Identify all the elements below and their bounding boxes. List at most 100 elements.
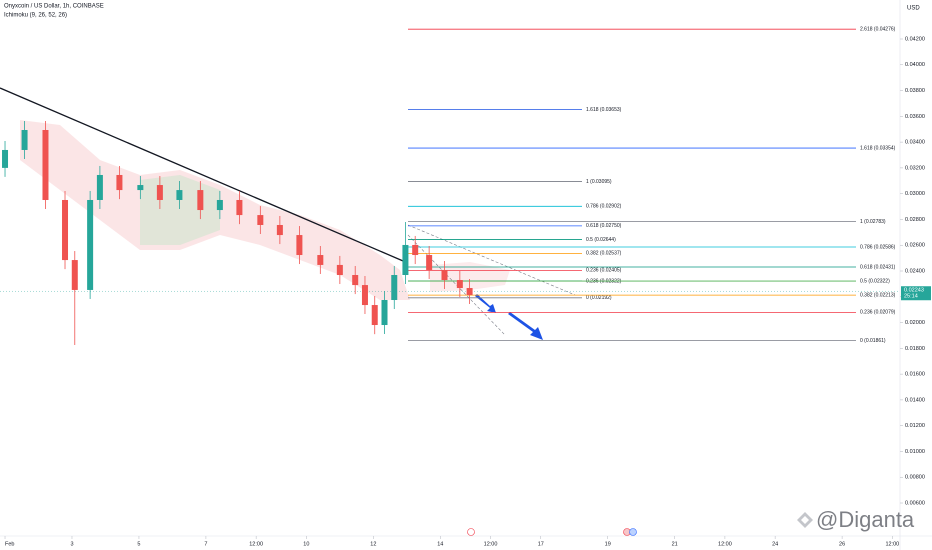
y-tick-label: 0.04200 xyxy=(905,36,925,42)
fib-label: 0 (0.02192) xyxy=(586,295,612,301)
fib-label: 1.618 (0.03354) xyxy=(860,145,896,151)
candle-body xyxy=(456,280,463,289)
channel-line xyxy=(407,224,576,296)
candle-body xyxy=(2,149,9,168)
event-icon[interactable] xyxy=(467,528,475,536)
candle-body xyxy=(317,255,324,265)
candle-body xyxy=(276,224,283,236)
candle-body xyxy=(116,174,123,191)
candle-body xyxy=(216,199,223,211)
fib-label: 0.382 (0.02537) xyxy=(586,251,622,257)
x-tick-label: 5 xyxy=(137,541,140,547)
x-tick-label: 19 xyxy=(605,541,611,547)
candle-body xyxy=(466,288,473,295)
fib-label: 0.786 (0.02586) xyxy=(860,244,896,250)
x-tick-label: 24 xyxy=(772,541,778,547)
arrow xyxy=(475,294,496,313)
candle-body xyxy=(402,244,409,276)
x-tick-label: 3 xyxy=(70,541,73,547)
candle-body xyxy=(426,255,433,270)
candle-body xyxy=(352,275,359,286)
fib-label: 0.382 (0.02213) xyxy=(860,292,896,298)
x-tick-label: 12:00 xyxy=(484,541,498,547)
candle-body xyxy=(296,235,303,256)
candle-body xyxy=(391,275,398,301)
y-tick-label: 0.03600 xyxy=(905,114,925,120)
y-tick-label: 0.02000 xyxy=(905,320,925,326)
candle-body xyxy=(412,244,419,256)
fib-label: 0 (0.01861) xyxy=(860,338,886,344)
x-tick-label: 17 xyxy=(538,541,544,547)
candle-body xyxy=(381,300,388,326)
y-tick-label: 0.03000 xyxy=(905,191,925,197)
x-tick-label: 21 xyxy=(672,541,678,547)
indicator-label: Ichimoku (9, 26, 52, 26) xyxy=(4,13,67,19)
x-tick-label: 14 xyxy=(437,541,443,547)
y-tick-label: 0.01800 xyxy=(905,346,925,352)
candle-body xyxy=(21,129,28,150)
fib-label: 0.5 (0.02644) xyxy=(586,237,616,243)
fib-label: 1.618 (0.03653) xyxy=(586,107,622,113)
candle-body xyxy=(257,215,264,225)
y-tick-label: 0.02800 xyxy=(905,217,925,223)
watermark: @Diganta xyxy=(797,507,915,532)
y-tick-label: 0.04000 xyxy=(905,62,925,68)
x-tick-label: 10 xyxy=(303,541,309,547)
candle-body xyxy=(62,199,69,261)
candle-body xyxy=(361,285,368,306)
y-tick-label: 0.02600 xyxy=(905,243,925,249)
x-tick-label: 26 xyxy=(839,541,845,547)
candle-body xyxy=(176,190,183,200)
fib-label: 0.618 (0.02750) xyxy=(586,223,622,229)
fib-label: 2.618 (0.04276) xyxy=(860,27,896,33)
arrow xyxy=(508,312,543,340)
y-tick-label: 0.01000 xyxy=(905,449,925,455)
fib-label: 1 (0.03095) xyxy=(586,179,612,185)
fib-label: 0.236 (0.02079) xyxy=(860,310,896,316)
channel-line xyxy=(407,234,506,336)
x-tick-label: 7 xyxy=(204,541,207,547)
candle-body xyxy=(71,260,78,290)
ichimoku-cloud xyxy=(140,175,220,245)
fib-label: 0.618 (0.02431) xyxy=(860,264,896,270)
y-tick-label: 0.01600 xyxy=(905,372,925,378)
trendline xyxy=(0,87,406,263)
candle-body xyxy=(156,185,163,200)
countdown-label: 25:14 xyxy=(904,294,918,300)
y-tick-label: 0.03800 xyxy=(905,88,925,94)
fib-label: 0.786 (0.02902) xyxy=(586,204,622,210)
y-tick-label: 0.01200 xyxy=(905,423,925,429)
fib-label: 0.5 (0.02322) xyxy=(860,278,890,284)
watermark-logo xyxy=(797,512,813,528)
candle-body xyxy=(137,185,144,191)
candle-body xyxy=(42,129,49,200)
x-tick-label: Feb xyxy=(5,541,14,547)
candle-body xyxy=(96,174,103,200)
candle-body xyxy=(197,190,204,211)
chart-title: Onyxcoin / US Dollar, 1h, COINBASE xyxy=(4,4,104,10)
x-tick-label: 12:00 xyxy=(885,541,899,547)
candle-body xyxy=(336,264,343,276)
candle-body xyxy=(371,305,378,326)
last-price-label: 0.02243 xyxy=(904,288,924,294)
y-tick-label: 0.01400 xyxy=(905,397,925,403)
candle-body xyxy=(441,269,448,281)
y-tick-label: 0.02400 xyxy=(905,268,925,274)
y-tick-label: 0.00600 xyxy=(905,500,925,506)
x-tick-label: 12:00 xyxy=(718,541,732,547)
candle-body xyxy=(236,199,243,216)
watermark-text: @Diganta xyxy=(816,507,915,532)
candle-body xyxy=(87,199,94,290)
event-icon[interactable] xyxy=(629,528,637,536)
y-tick-label: 0.03200 xyxy=(905,165,925,171)
currency-label: USD xyxy=(907,6,920,12)
ichimoku-cloud xyxy=(430,262,510,292)
y-tick-label: 0.03400 xyxy=(905,140,925,146)
fib-label: 0.236 (0.02405) xyxy=(586,268,622,274)
x-tick-label: 12:00 xyxy=(249,541,263,547)
last-price-tag xyxy=(901,286,931,301)
x-tick-label: 12 xyxy=(370,541,376,547)
